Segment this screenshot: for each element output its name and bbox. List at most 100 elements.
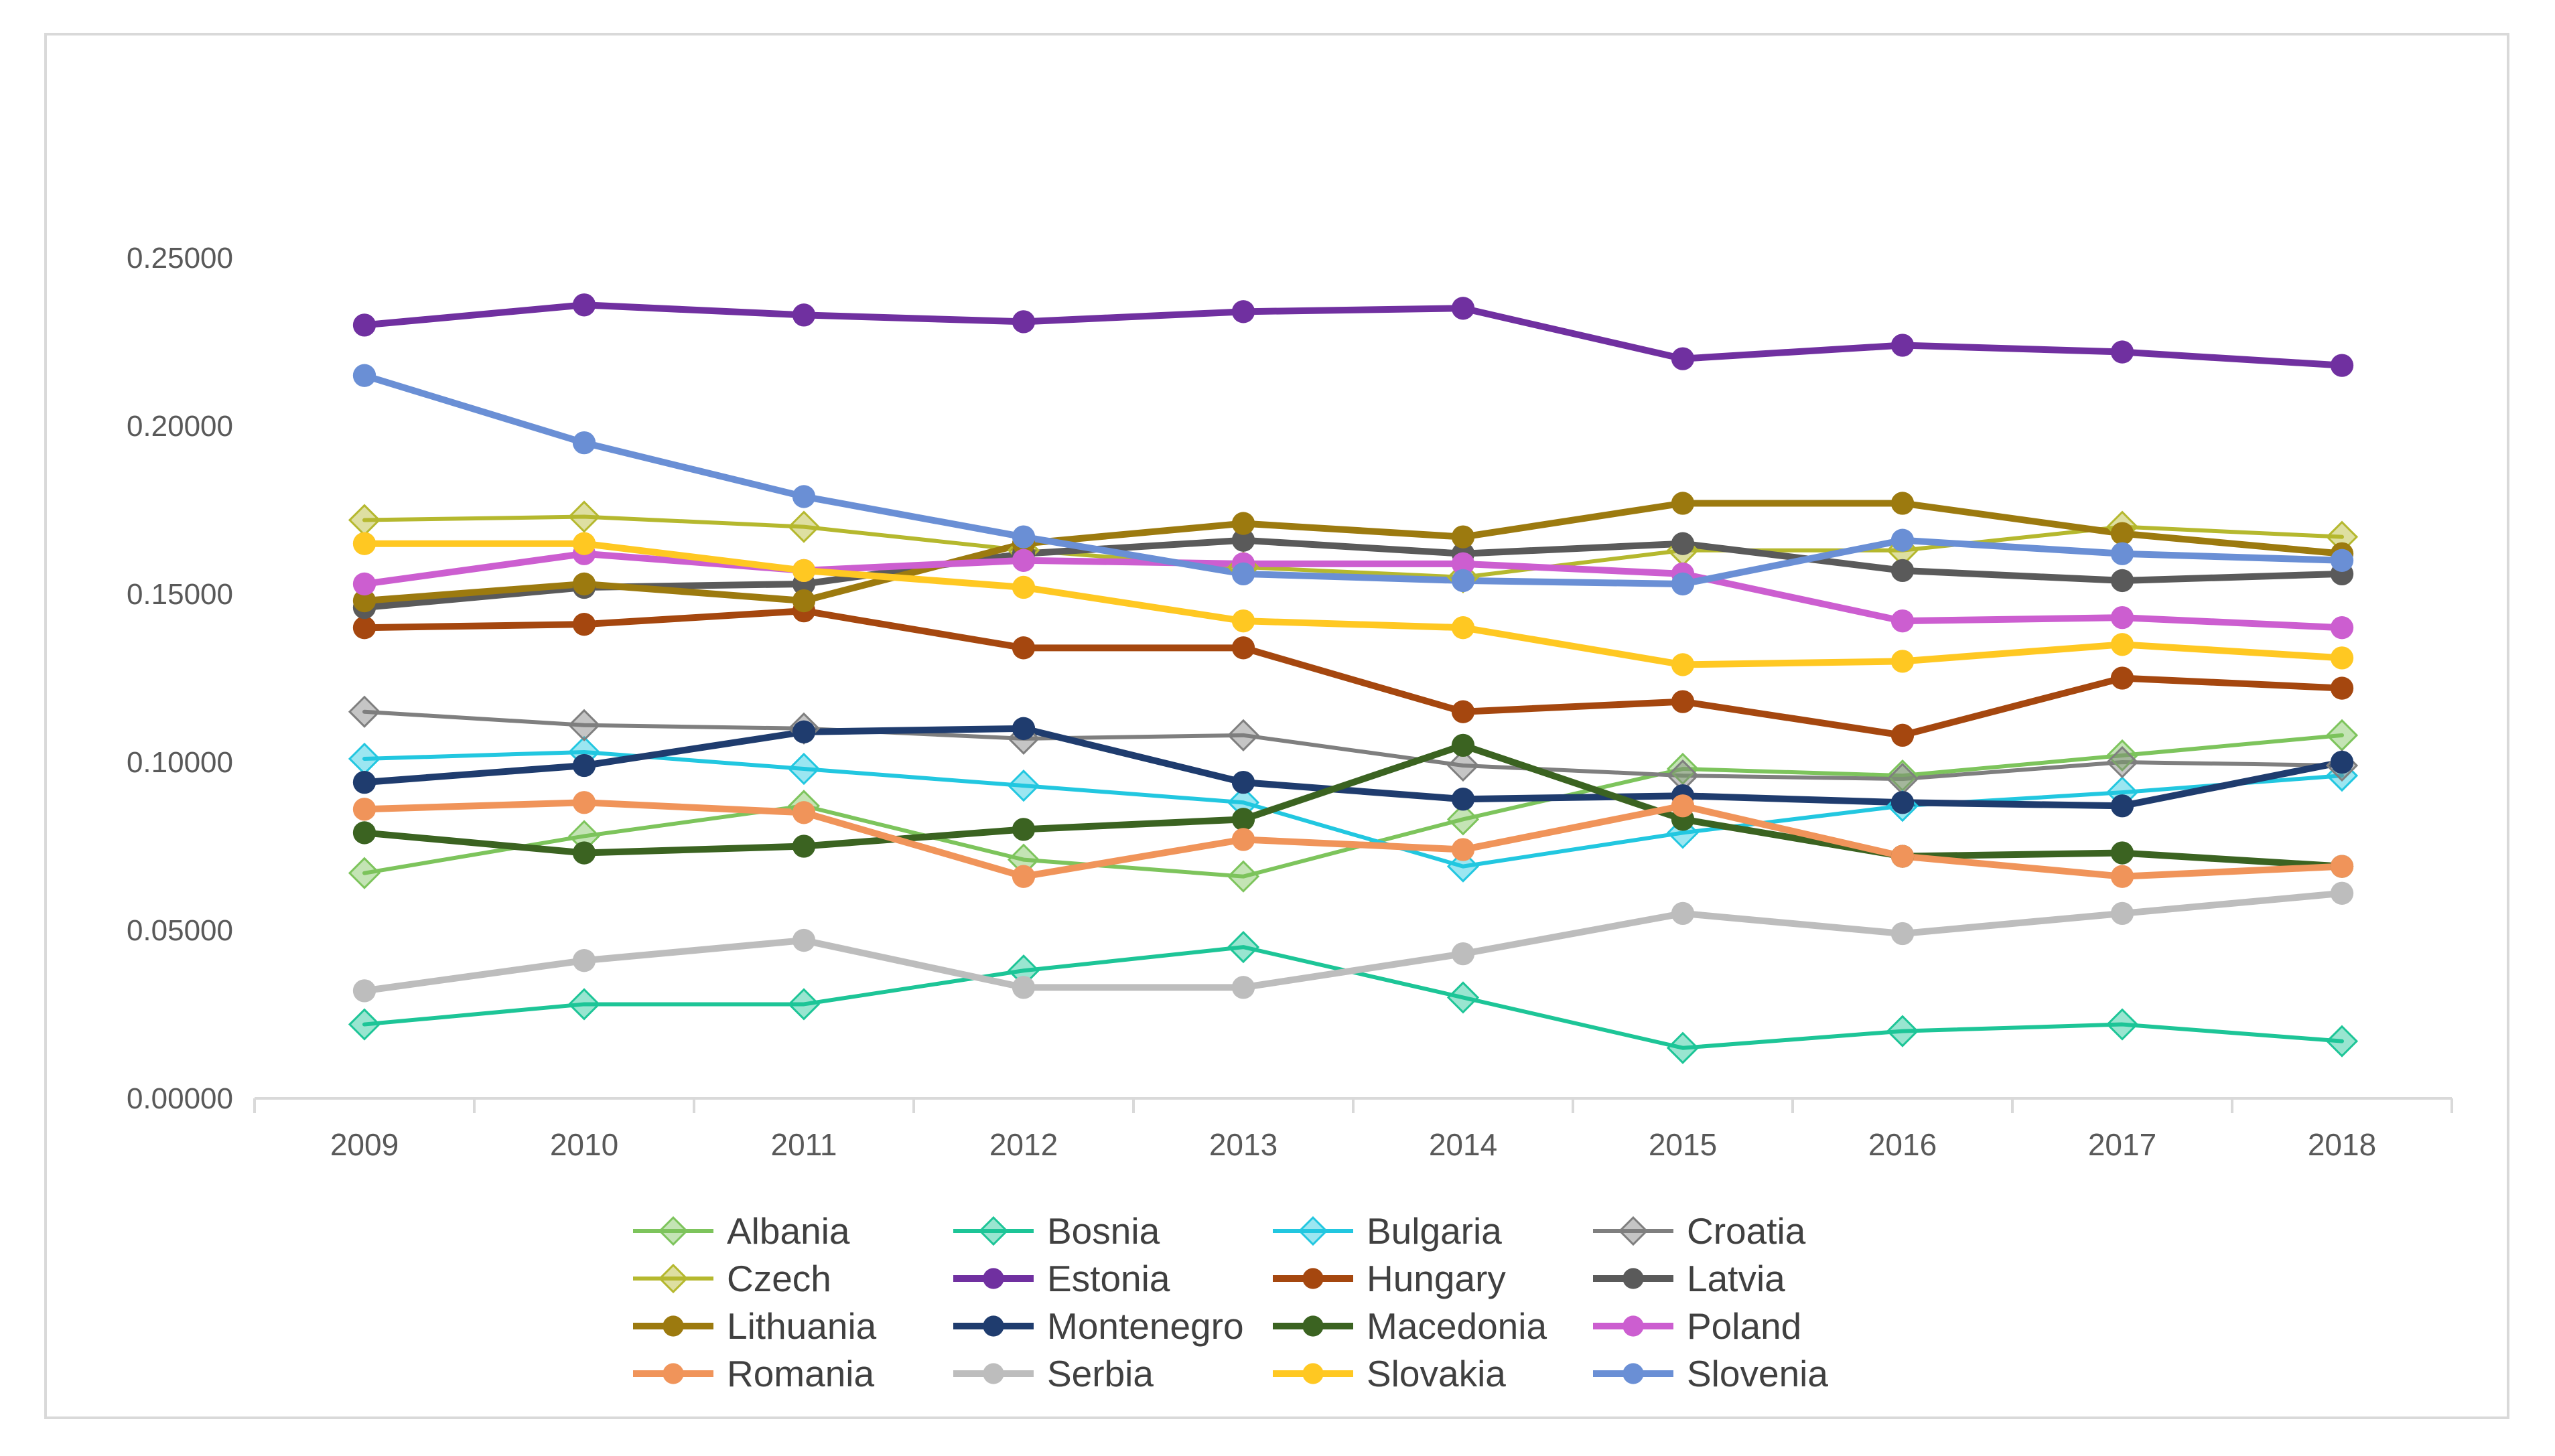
x-tick-label: 2015 bbox=[1649, 1127, 1717, 1162]
data-point bbox=[1012, 976, 1036, 999]
data-point bbox=[1227, 860, 1260, 893]
legend-marker bbox=[978, 1216, 1009, 1246]
data-point bbox=[352, 979, 376, 1003]
legend-marker bbox=[1298, 1216, 1328, 1246]
legend-marker bbox=[1622, 1315, 1644, 1337]
series-line bbox=[361, 500, 2345, 605]
legend-entry: Macedonia bbox=[1273, 1305, 1547, 1347]
series-line bbox=[361, 301, 2345, 369]
series-line bbox=[361, 607, 2345, 739]
data-point bbox=[348, 857, 381, 889]
legend-marker bbox=[1302, 1315, 1324, 1337]
legend-label: Slovakia bbox=[1367, 1353, 1506, 1394]
data-point bbox=[572, 572, 596, 596]
data-point bbox=[567, 500, 601, 533]
data-point bbox=[1231, 528, 1255, 552]
data-point bbox=[572, 613, 596, 636]
data-point bbox=[1890, 723, 1915, 747]
data-point bbox=[1890, 334, 1915, 357]
data-point bbox=[2110, 522, 2134, 545]
data-point bbox=[792, 589, 816, 613]
legend-entry: Hungary bbox=[1273, 1258, 1506, 1299]
series-line bbox=[362, 945, 2344, 1050]
legend-label: Poland bbox=[1687, 1305, 1801, 1347]
data-point bbox=[1446, 981, 1480, 1014]
legend-marker bbox=[663, 1363, 684, 1384]
data-point bbox=[2330, 354, 2354, 377]
data-point bbox=[2105, 745, 2139, 779]
legend-marker bbox=[658, 1263, 689, 1294]
x-tick-label: 2018 bbox=[2308, 1127, 2376, 1162]
data-point bbox=[2330, 750, 2354, 774]
legend-marker bbox=[983, 1268, 1004, 1289]
data-point bbox=[1012, 525, 1036, 549]
data-point bbox=[1012, 717, 1036, 740]
data-point bbox=[2110, 901, 2134, 926]
data-point bbox=[1231, 636, 1255, 660]
data-point bbox=[352, 572, 376, 596]
data-point bbox=[792, 303, 816, 327]
legend-marker bbox=[658, 1216, 689, 1246]
legend: Albania Bosnia Bulgaria Croatia Czech Estonia… bbox=[633, 1210, 1828, 1394]
data-point bbox=[1451, 297, 1475, 320]
data-point bbox=[2330, 646, 2354, 670]
data-point bbox=[1012, 818, 1036, 841]
data-point bbox=[1012, 865, 1036, 888]
data-point bbox=[1451, 525, 1475, 549]
series-line bbox=[361, 536, 2345, 611]
data-point bbox=[2325, 1025, 2359, 1058]
data-point bbox=[1451, 569, 1475, 593]
y-tick-label: 0.05000 bbox=[127, 914, 233, 947]
legend-label: Estonia bbox=[1047, 1258, 1170, 1299]
data-point bbox=[792, 801, 816, 824]
data-point bbox=[1890, 650, 1915, 673]
data-point bbox=[1231, 770, 1255, 794]
data-point bbox=[1231, 828, 1255, 851]
legend-label: Serbia bbox=[1047, 1353, 1154, 1394]
x-tick-label: 2011 bbox=[771, 1127, 837, 1162]
legend-label: Macedonia bbox=[1367, 1305, 1547, 1347]
legend-label: Montenegro bbox=[1047, 1305, 1244, 1347]
data-point bbox=[1890, 922, 1915, 946]
x-tick-label: 2017 bbox=[2088, 1127, 2156, 1162]
y-tick-label: 0.15000 bbox=[127, 578, 233, 611]
legend-label: Latvia bbox=[1687, 1258, 1785, 1299]
data-point bbox=[1451, 616, 1475, 640]
data-point bbox=[1231, 609, 1255, 633]
legend-marker bbox=[1302, 1363, 1324, 1384]
legend-marker bbox=[1622, 1363, 1644, 1384]
legend-entry: Slovakia bbox=[1273, 1353, 1506, 1394]
data-point bbox=[2105, 739, 2139, 772]
legend-entry: Bosnia bbox=[953, 1210, 1160, 1252]
data-point bbox=[792, 485, 816, 508]
x-tick-label: 2012 bbox=[989, 1127, 1058, 1162]
data-point bbox=[2330, 881, 2354, 905]
data-point bbox=[1012, 310, 1036, 334]
data-point bbox=[2330, 855, 2354, 878]
data-point bbox=[2110, 633, 2134, 656]
data-point bbox=[1007, 770, 1040, 802]
data-point bbox=[352, 589, 376, 613]
legend-entry: Latvia bbox=[1593, 1258, 1785, 1299]
legend-label: Croatia bbox=[1687, 1210, 1806, 1252]
data-point bbox=[1886, 762, 1919, 796]
data-point bbox=[1671, 347, 1695, 370]
legend-entry: Croatia bbox=[1593, 1210, 1806, 1252]
data-point bbox=[572, 532, 596, 555]
data-point bbox=[1451, 700, 1475, 723]
data-point bbox=[348, 695, 381, 728]
data-point bbox=[352, 798, 376, 821]
series-line bbox=[361, 741, 2345, 870]
data-point bbox=[787, 510, 821, 543]
data-point bbox=[567, 988, 601, 1021]
legend-entry: Serbia bbox=[953, 1353, 1154, 1394]
legend-label: Romania bbox=[727, 1353, 875, 1394]
legend-marker bbox=[1622, 1268, 1644, 1289]
legend-label: Bulgaria bbox=[1367, 1210, 1502, 1252]
legend-label: Lithuania bbox=[727, 1305, 877, 1347]
data-point bbox=[352, 616, 376, 640]
legend-label: Slovenia bbox=[1687, 1353, 1828, 1394]
series-line bbox=[362, 733, 2344, 879]
data-point bbox=[2330, 616, 2354, 640]
